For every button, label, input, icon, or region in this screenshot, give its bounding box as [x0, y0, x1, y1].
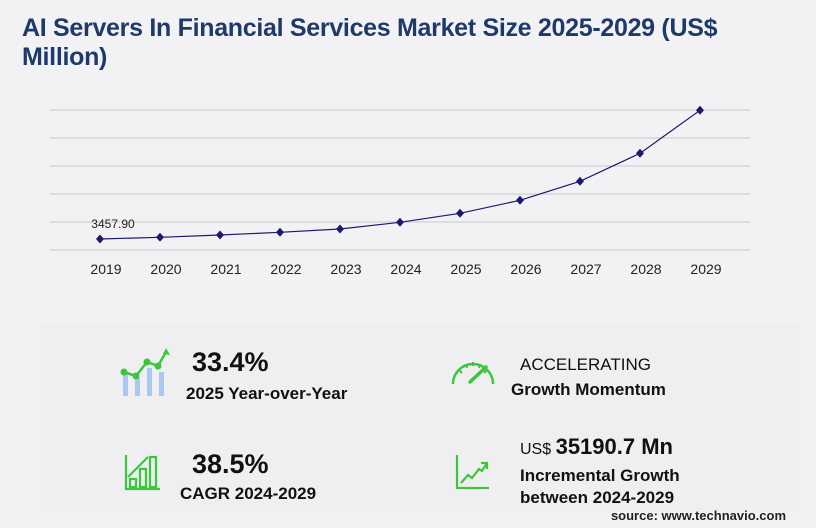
data-point-2029 — [696, 105, 704, 115]
growth-chart-icon — [120, 348, 170, 396]
data-point-2026 — [516, 195, 524, 205]
data-point-2021 — [216, 230, 224, 240]
source-credit: source: www.technavio.com — [610, 508, 786, 523]
x-tick-label: 2026 — [510, 261, 541, 277]
data-point-2023 — [336, 224, 344, 234]
data-label: 3457.90 — [91, 217, 135, 231]
incremental-label-1: Incremental Growth — [520, 466, 680, 485]
incremental-amount: 35190.7 Mn — [555, 434, 673, 459]
x-tick-label: 2027 — [570, 261, 601, 277]
data-point-2024 — [396, 217, 404, 227]
page-title: AI Servers In Financial Services Market … — [22, 14, 718, 71]
data-point-2025 — [456, 208, 464, 218]
momentum-value: ACCELERATING — [520, 355, 651, 374]
cagr-value: 38.5% — [192, 449, 269, 479]
momentum-label: Growth Momentum — [511, 380, 666, 399]
x-tick-label: 2029 — [690, 261, 721, 277]
line-chart: 2019 2020 2021 2022 2023 2024 2025 2026 2027 2028… — [50, 105, 750, 277]
x-tick-label: 2025 — [450, 261, 481, 277]
data-point-2027 — [576, 176, 584, 186]
incremental-value: US$ 35190.7 Mn — [520, 434, 673, 460]
incremental-label-2: between 2024-2029 — [520, 488, 675, 507]
bar-chart-icon — [124, 455, 160, 491]
cagr-label: CAGR 2024-2029 — [180, 484, 317, 503]
x-tick-label: 2028 — [630, 261, 661, 277]
speedometer-icon — [451, 362, 495, 385]
data-point-2022 — [276, 227, 284, 237]
data-point-2019 — [96, 234, 104, 244]
x-tick-label: 2022 — [270, 261, 301, 277]
x-tick-label: 2020 — [150, 261, 181, 277]
x-tick-label: 2019 — [90, 261, 121, 277]
yoy-label: 2025 Year-over-Year — [186, 384, 348, 403]
x-tick-label: 2024 — [390, 261, 421, 277]
yoy-value: 33.4% — [192, 347, 269, 377]
x-tick-label: 2021 — [210, 261, 241, 277]
x-tick-label: 2023 — [330, 261, 361, 277]
trend-up-icon — [455, 455, 489, 490]
currency-prefix: US$ — [520, 441, 552, 458]
data-point-2028 — [636, 148, 644, 158]
data-point-2020 — [156, 232, 164, 242]
